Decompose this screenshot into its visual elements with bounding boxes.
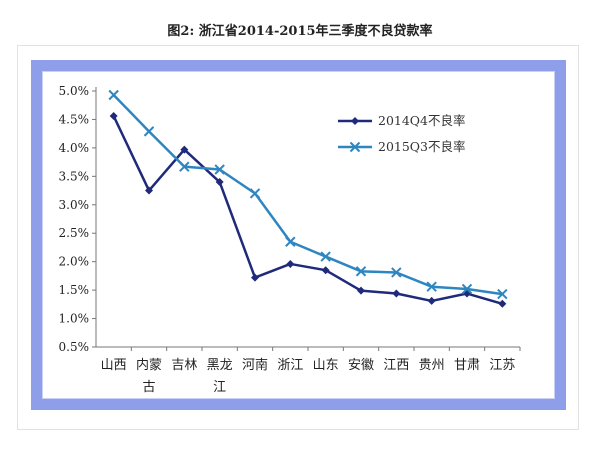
chart-legend: 2014Q4不良率 2015Q3不良率 (338, 113, 466, 154)
legend-marker (351, 117, 359, 125)
series-line (112, 94, 503, 296)
figure-title: 图2: 浙江省2014-2015年三季度不良贷款率 (167, 24, 433, 39)
data-point (427, 296, 436, 305)
x-tick-label: 内蒙古 (136, 357, 162, 395)
data-point (461, 283, 473, 295)
chart-frame (31, 60, 566, 410)
y-tick-label: 0.5% (59, 340, 90, 354)
legend-item: 2015Q3不良率 (338, 139, 466, 154)
x-tick-label: 山西 (101, 358, 127, 373)
data-point (145, 186, 153, 195)
y-tick-label: 4.0% (59, 141, 90, 155)
data-point (321, 266, 330, 275)
series-group (108, 89, 508, 308)
series-line (112, 115, 503, 305)
y-tick-label: 3.5% (59, 169, 90, 183)
data-point (355, 266, 367, 277)
legend-label: 2014Q4不良率 (378, 113, 466, 128)
legend-label: 2015Q3不良率 (378, 139, 466, 154)
y-tick-label: 3.0% (59, 198, 90, 212)
data-point (497, 288, 508, 300)
y-tick-label: 5.0% (59, 84, 90, 98)
y-tick-label: 2.5% (59, 226, 90, 240)
x-tick-label: 黑龙江 (207, 358, 233, 395)
data-point (143, 126, 155, 137)
x-tick-label: 贵州 (419, 358, 445, 373)
data-point (179, 161, 190, 172)
x-tick-label: 浙江 (277, 358, 303, 373)
data-point (391, 267, 402, 278)
data-point (215, 178, 224, 187)
data-point (285, 236, 296, 247)
data-point (357, 286, 365, 295)
x-tick-label: 甘肃 (454, 358, 480, 373)
data-point (426, 281, 437, 292)
x-tick-label: 安徽 (348, 358, 374, 373)
data-point (392, 289, 401, 298)
data-point (109, 112, 118, 121)
data-point (108, 89, 119, 101)
data-point (180, 145, 189, 154)
y-axis-ticks: 0.5% 1.0% 1.5% 2.0% 2.5% 3.0% 3.5% 4.0% 4.5% 5.0% (59, 84, 96, 354)
legend-marker (349, 141, 361, 153)
data-point (320, 251, 331, 262)
data-point (249, 188, 261, 199)
data-point (286, 259, 295, 268)
data-point (498, 299, 507, 308)
x-tick-label: 吉林 (171, 358, 197, 373)
x-tick-label: 河南 (242, 357, 268, 373)
series-1 (109, 112, 507, 308)
y-tick-label: 1.5% (59, 283, 90, 297)
series-2 (108, 89, 508, 300)
legend-item: 2014Q4不良率 (338, 113, 466, 128)
data-point (214, 164, 225, 175)
y-tick-label: 4.5% (59, 112, 90, 126)
x-tick-label: 江苏 (489, 357, 515, 373)
y-tick-label: 1.0% (59, 312, 90, 326)
x-tick-label: 山东 (313, 358, 339, 373)
y-tick-label: 2.0% (59, 255, 90, 269)
x-tick-label: 江西 (383, 358, 409, 373)
data-point (251, 273, 259, 282)
